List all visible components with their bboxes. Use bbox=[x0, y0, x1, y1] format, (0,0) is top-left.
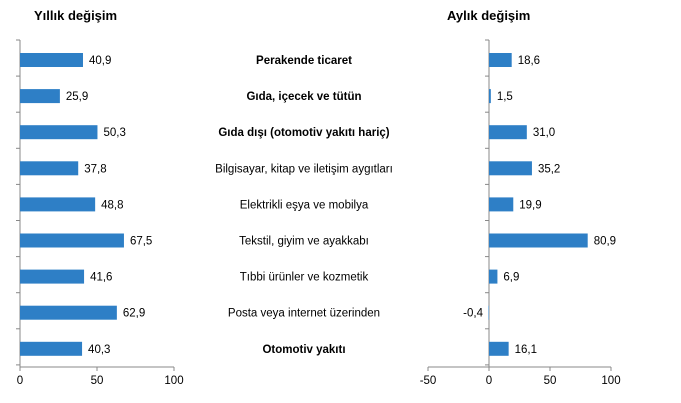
left-bar bbox=[20, 269, 85, 284]
right-x-tick-label: 100 bbox=[601, 375, 620, 387]
left-value-label: 40,3 bbox=[88, 344, 110, 356]
left-value-label: 67,5 bbox=[130, 236, 152, 248]
right-value-label: 18,6 bbox=[518, 55, 540, 67]
category-label: Tıbbi ürünler ve kozmetik bbox=[240, 272, 369, 284]
left-bar bbox=[20, 125, 98, 140]
category-label: Posta veya internet üzerinden bbox=[228, 308, 380, 320]
left-chart-title: Yıllık değişim bbox=[34, 8, 118, 23]
category-label: Perakende ticaret bbox=[256, 55, 352, 67]
left-value-label: 40,9 bbox=[89, 55, 111, 67]
right-bar bbox=[489, 341, 509, 356]
category-label: Gıda dışı (otomotiv yakıtı hariç) bbox=[218, 127, 389, 139]
category-label: Gıda, içecek ve tütün bbox=[246, 91, 361, 103]
left-value-label: 50,3 bbox=[103, 127, 125, 139]
right-x-tick-label: -50 bbox=[420, 375, 437, 387]
right-value-label: 19,9 bbox=[519, 199, 541, 211]
right-value-label: 1,5 bbox=[497, 91, 513, 103]
right-value-label: 35,2 bbox=[538, 163, 560, 175]
left-value-label: 25,9 bbox=[66, 91, 88, 103]
left-value-label: 62,9 bbox=[123, 308, 145, 320]
category-label: Otomotiv yakıtı bbox=[262, 344, 345, 356]
left-x-tick-label: 0 bbox=[17, 375, 23, 387]
left-bar bbox=[20, 197, 96, 212]
left-value-label: 48,8 bbox=[101, 199, 123, 211]
right-value-label: 31,0 bbox=[533, 127, 555, 139]
right-bar bbox=[489, 269, 498, 284]
left-bar bbox=[20, 89, 60, 104]
left-value-label: 37,8 bbox=[84, 163, 106, 175]
right-x-tick-label: 50 bbox=[544, 375, 557, 387]
right-chart-title: Aylık değişim bbox=[447, 8, 531, 23]
right-bar bbox=[489, 125, 527, 140]
left-bar bbox=[20, 341, 83, 356]
category-label: Tekstil, giyim ve ayakkabı bbox=[239, 236, 369, 248]
left-x-tick-label: 50 bbox=[91, 375, 104, 387]
category-label: Bilgisayar, kitap ve iletişim aygıtları bbox=[215, 163, 393, 175]
left-bar bbox=[20, 53, 83, 67]
right-x-tick-label: 0 bbox=[486, 375, 492, 387]
category-label: Elektrikli eşya ve mobilya bbox=[240, 199, 369, 211]
left-bar bbox=[20, 161, 79, 176]
right-bar bbox=[489, 53, 512, 67]
right-value-label: 16,1 bbox=[515, 344, 537, 356]
right-value-label: 80,9 bbox=[594, 236, 616, 248]
right-value-label: 6,9 bbox=[503, 272, 519, 284]
left-bar bbox=[20, 305, 117, 320]
right-bar bbox=[489, 89, 491, 104]
right-value-label: -0,4 bbox=[463, 308, 483, 320]
left-value-label: 41,6 bbox=[90, 272, 112, 284]
right-bar bbox=[489, 233, 588, 248]
right-bar bbox=[489, 197, 514, 212]
right-bar bbox=[489, 161, 532, 176]
left-x-tick-label: 100 bbox=[164, 375, 183, 387]
left-bar bbox=[20, 233, 124, 248]
